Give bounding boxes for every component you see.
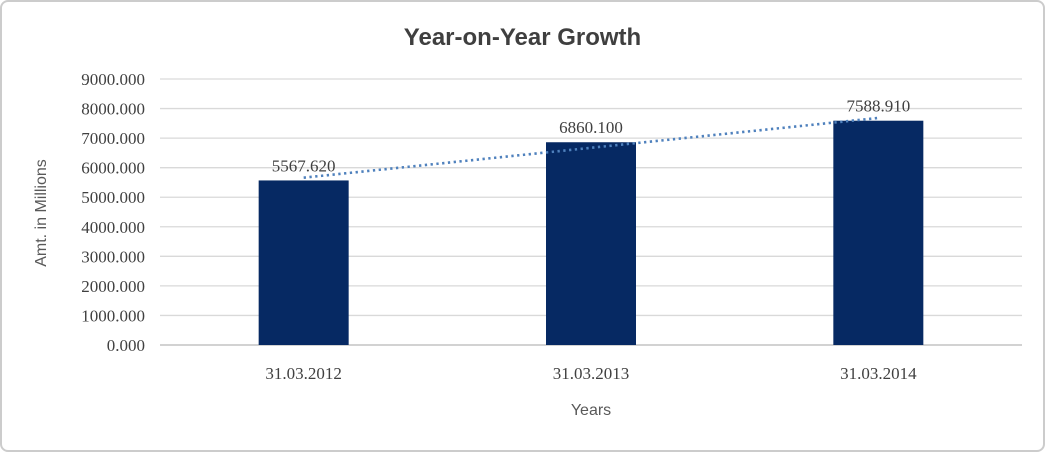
x-tick-label: 31.03.2014 — [840, 364, 917, 383]
x-axis-title: Years — [570, 402, 612, 419]
y-tick-label: 1000.000 — [81, 306, 145, 325]
y-tick-label: 9000.000 — [81, 70, 145, 89]
y-tick-label: 7000.000 — [81, 129, 145, 148]
bar — [833, 120, 924, 345]
trendline — [303, 116, 879, 179]
y-tick-label: 6000.000 — [81, 159, 145, 178]
y-tick-label: 4000.000 — [81, 218, 145, 237]
x-tick-label: 31.03.2013 — [553, 364, 630, 383]
y-tick-label: 5000.000 — [81, 188, 145, 207]
data-label: 7588.910 — [846, 97, 910, 116]
y-tick-label: 8000.000 — [81, 100, 145, 119]
y-tick-label: 0.000 — [107, 336, 145, 355]
x-tick-label: 31.03.2012 — [265, 364, 342, 383]
chart-title: Year-on-Year Growth — [403, 24, 642, 51]
y-axis-title: Amt. in Millions — [33, 159, 50, 267]
data-label: 6860.100 — [559, 118, 623, 137]
bar — [546, 142, 636, 345]
y-tick-label: 2000.000 — [81, 277, 145, 296]
data-label: 5567.620 — [272, 156, 336, 175]
bar — [258, 180, 349, 345]
y-tick-label: 3000.000 — [81, 247, 145, 266]
